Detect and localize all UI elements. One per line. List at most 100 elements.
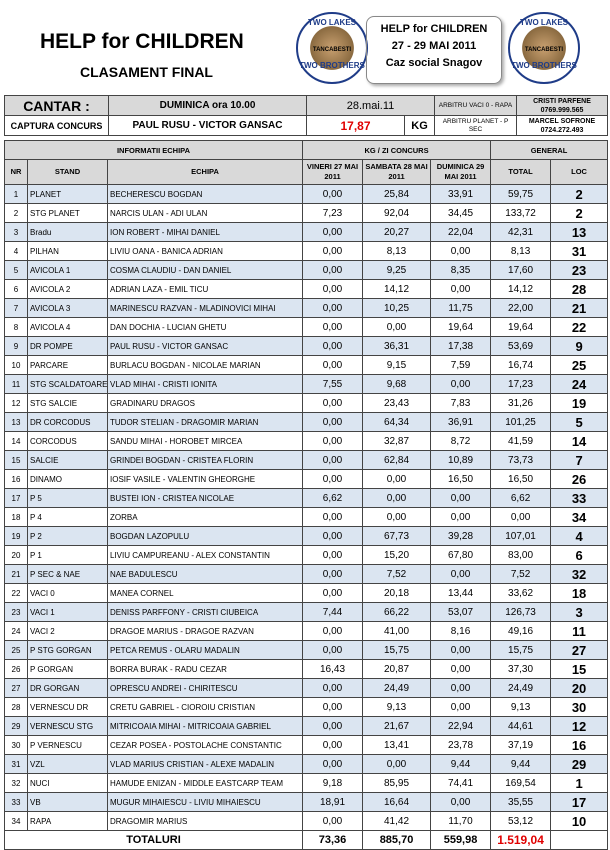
table-row: 22 VACI 0 MANEA CORNEL 0,00 20,18 13,44 33,62 1… <box>4 583 609 603</box>
cell: AVICOLA 1 <box>27 260 108 280</box>
cell: CRETU GABRIEL - CIOROIU CRISTIAN <box>106 697 304 717</box>
cell: 23,78 <box>430 735 492 755</box>
event-cause: Caz social Snagov <box>385 57 483 69</box>
column-header: NR <box>4 159 28 185</box>
cell: 31 <box>550 241 609 261</box>
cell: 24 <box>550 374 609 394</box>
cell: 0,00 <box>362 507 432 527</box>
cell: PARCARE <box>27 355 108 375</box>
cell: 13,44 <box>430 583 492 603</box>
cell: 126,73 <box>490 602 552 622</box>
cell: BECHERESCU BOGDAN <box>106 184 304 204</box>
cell: 133,72 <box>490 203 552 223</box>
cell: IOSIF VASILE - VALENTIN GHEORGHE <box>106 469 304 489</box>
cell: 0,00 <box>430 792 492 812</box>
group-header-row: INFORMATII ECHIPA KG / ZI CONCURS GENERAL <box>3 140 609 160</box>
cell: 0,00 <box>430 374 492 394</box>
cell: HAMUDE ENIZAN - MIDDLE EASTCARP TEAM <box>106 773 304 793</box>
cell: 9,18 <box>302 773 364 793</box>
results-table: INFORMATII ECHIPA KG / ZI CONCURS GENERAL N… <box>3 140 609 850</box>
cell: 36,31 <box>362 336 432 356</box>
cell: ARBITRU VACI 0 - RAPA <box>434 95 517 116</box>
cell: 14,12 <box>362 279 432 299</box>
cell: 10 <box>4 355 28 375</box>
cell: 0,00 <box>302 716 364 736</box>
cell: 16 <box>550 735 609 755</box>
cell: 25 <box>550 355 609 375</box>
table-row: 1 PLANET BECHERESCU BOGDAN 0,00 25,84 33,91 59… <box>4 184 609 204</box>
cell: 9 <box>550 336 609 356</box>
cell: NAE BADULESCU <box>106 564 304 584</box>
cell: 0,00 <box>302 678 364 698</box>
cell: 8,13 <box>490 241 552 261</box>
cell: 34 <box>4 811 28 831</box>
cell: 49,16 <box>490 621 552 641</box>
cell: 15,75 <box>362 640 432 660</box>
cell: 17,38 <box>430 336 492 356</box>
table-row: 15 SALCIE GRINDEI BOGDAN - CRISTEA FLORIN 0… <box>4 450 609 470</box>
table-row: 21 P SEC & NAE NAE BADULESCU 0,00 7,52 0,00 7,… <box>4 564 609 584</box>
cell: 0,00 <box>302 317 364 337</box>
event-box: HELP for CHILDREN 27 - 29 MAI 2011 Caz s… <box>366 16 502 84</box>
cell: AVICOLA 4 <box>27 317 108 337</box>
title: HELP for CHILDREN <box>40 30 244 53</box>
column-header: LOC <box>550 159 609 185</box>
total-cell: 559,98 <box>430 830 492 850</box>
cell: 22,00 <box>490 298 552 318</box>
cell: 32 <box>4 773 28 793</box>
cell: 33 <box>4 792 28 812</box>
table-row: 34 RAPA DRAGOMIR MARIUS 0,00 41,42 11,70 53,12… <box>4 811 609 831</box>
cell: P GORGAN <box>27 659 108 679</box>
cell: 5 <box>4 260 28 280</box>
cell: 34 <box>550 507 609 527</box>
cell: 0,00 <box>302 222 364 242</box>
totals-row: TOTALURI 73,36 885,70 559,98 1.519,04 <box>3 830 609 850</box>
cell: 24 <box>4 621 28 641</box>
cell: 31 <box>4 754 28 774</box>
cell: MANEA CORNEL <box>106 583 304 603</box>
cell: 11,70 <box>430 811 492 831</box>
cell: 0,00 <box>302 545 364 565</box>
table-row: 13 DR CORCODUS TUDOR STELIAN - DRAGOMIR MA… <box>4 412 609 432</box>
table-row: 9 DR POMPE PAUL RUSU - VICTOR GANSAC 0,00 36… <box>4 336 609 356</box>
cell: KG <box>404 115 435 136</box>
cell: 0,00 <box>362 469 432 489</box>
cell: P VERNESCU <box>27 735 108 755</box>
cell: 23,43 <box>362 393 432 413</box>
cell: 0,00 <box>430 640 492 660</box>
cell: DR POMPE <box>27 336 108 356</box>
table-row: 30 P VERNESCU CEZAR POSEA - POSTOLACHE CON… <box>4 735 609 755</box>
info-row: CAPTURA CONCURS PAUL RUSU - VICTOR GANSA… <box>4 115 608 136</box>
logo: TWO LAKES TANCABESTI TWO BROTHERS <box>296 12 368 84</box>
cell: LIVIU OANA - BANICA ADRIAN <box>106 241 304 261</box>
cell: 29 <box>4 716 28 736</box>
cell: 9,25 <box>362 260 432 280</box>
cell: 15 <box>4 450 28 470</box>
cell: 30 <box>4 735 28 755</box>
cell: 27 <box>550 640 609 660</box>
cell: 53,07 <box>430 602 492 622</box>
cell: 33,62 <box>490 583 552 603</box>
table-row: 32 NUCI HAMUDE ENIZAN - MIDDLE EASTCARP TE… <box>4 773 609 793</box>
cell: 16 <box>4 469 28 489</box>
cell: VACI 0 <box>27 583 108 603</box>
cell: 11 <box>4 374 28 394</box>
cell: OPRESCU ANDREI - CHIRITESCU <box>106 678 304 698</box>
group-header: INFORMATII ECHIPA <box>3 140 304 160</box>
cell: PILHAN <box>27 241 108 261</box>
cell: 20,27 <box>362 222 432 242</box>
cell: 6,62 <box>490 488 552 508</box>
cell: DR GORGAN <box>27 678 108 698</box>
cell: 9,44 <box>430 754 492 774</box>
cell: 8,16 <box>430 621 492 641</box>
cell: 0,00 <box>302 336 364 356</box>
cell: 19,64 <box>430 317 492 337</box>
cell: 17,87 <box>306 115 405 136</box>
cell: 28 <box>550 279 609 299</box>
cell: VLAD MARIUS CRISTIAN - ALEXE MADALIN <box>106 754 304 774</box>
cell: P 5 <box>27 488 108 508</box>
cell: 67,80 <box>430 545 492 565</box>
cell: VERNESCU STG <box>27 716 108 736</box>
table-row: 20 P 1 LIVIU CAMPUREANU - ALEX CONSTANTIN 0… <box>4 545 609 565</box>
column-header: STAND <box>27 159 108 185</box>
